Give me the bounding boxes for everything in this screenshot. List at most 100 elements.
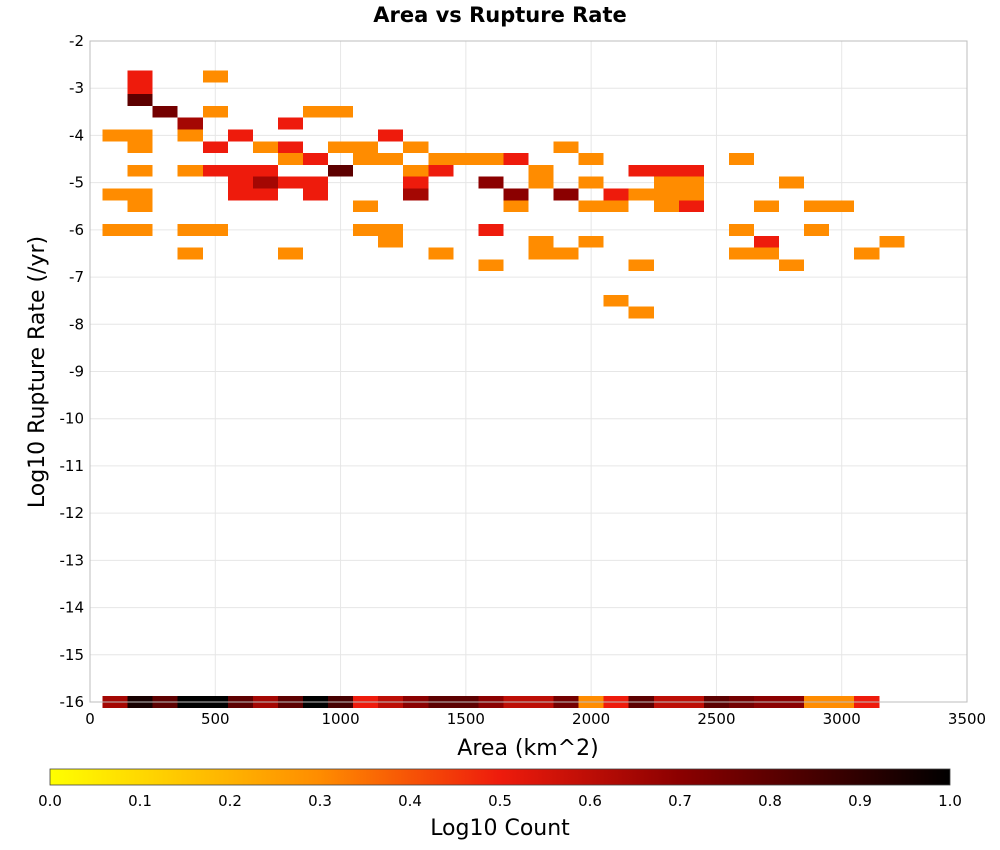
heatmap-cell <box>779 176 805 189</box>
heatmap-cell <box>503 188 529 201</box>
heatmap-cell <box>804 200 830 213</box>
heatmap-cell <box>453 153 479 165</box>
heatmap-cell <box>678 164 704 177</box>
heatmap-cell <box>478 153 504 165</box>
heatmap-cell <box>653 164 679 177</box>
heatmap-cell <box>528 247 554 260</box>
heatmap-cell <box>328 105 354 118</box>
heatmap-cell <box>277 176 303 189</box>
heatmap-cell <box>754 200 780 213</box>
heatmap-cell <box>227 176 253 189</box>
heatmap-cell <box>177 117 203 130</box>
heatmap-cell <box>478 223 504 236</box>
y-tick-label: -5 <box>69 174 84 192</box>
heatmap-cell <box>353 223 379 236</box>
heatmap-cell <box>728 223 755 236</box>
plot-frame <box>89 40 968 703</box>
colorbar-tick-label: 0.4 <box>398 792 422 810</box>
heatmap-cell <box>528 235 554 248</box>
heatmap-cell <box>578 176 604 189</box>
heatmap-cell <box>378 153 404 165</box>
heatmap-cell <box>403 188 429 201</box>
heatmap-cell <box>353 200 379 213</box>
heatmap-cell <box>202 141 228 154</box>
heatmap-cell <box>428 164 454 177</box>
heatmap-cell <box>804 223 830 236</box>
heatmap-cell <box>252 141 278 154</box>
heatmap-cell <box>302 188 329 201</box>
heatmap-cell <box>728 153 755 165</box>
heatmap-cell <box>302 105 329 118</box>
heatmap-cell <box>102 188 128 201</box>
heatmap-cell <box>653 200 679 213</box>
heatmap-cell <box>528 164 554 177</box>
heatmap-cell <box>528 176 554 189</box>
heatmap-cell <box>277 141 303 154</box>
heatmap-cell <box>127 70 153 83</box>
heatmap-cell <box>653 176 679 189</box>
heatmap-cell <box>328 141 354 154</box>
heatmap-cell <box>403 141 429 154</box>
x-axis-ticks: 0 500 1000 1500 2000 2500 3000 3500 <box>85 710 986 728</box>
heatmap-cell <box>177 129 203 142</box>
heatmap-cell <box>854 247 880 260</box>
x-tick-label: 1000 <box>321 710 359 728</box>
heatmap-cell <box>127 223 153 236</box>
y-tick-label: -4 <box>69 126 84 144</box>
heatmap-cell <box>252 176 278 189</box>
heatmap-cell <box>478 176 504 189</box>
heatmap-cell <box>102 223 128 236</box>
y-tick-label: -15 <box>60 646 85 664</box>
heatmap-cell <box>102 129 128 142</box>
heatmap-cell <box>202 70 228 83</box>
heatmap-cells <box>102 70 905 708</box>
colorbar-tick-label: 0.1 <box>128 792 152 810</box>
heatmap-cell <box>127 141 153 154</box>
heatmap-cell <box>653 188 679 201</box>
y-tick-label: -13 <box>60 551 85 569</box>
heatmap-cell <box>177 223 203 236</box>
colorbar-tick-label: 0.9 <box>848 792 872 810</box>
y-axis-label: Log10 Rupture Rate (/yr) <box>25 236 50 508</box>
colorbar-tick-label: 0.3 <box>308 792 332 810</box>
colorbar-tick-label: 0.7 <box>668 792 692 810</box>
heatmap-cell <box>603 188 629 201</box>
heatmap-cell <box>628 306 654 319</box>
heatmap-cell <box>227 129 253 142</box>
heatmap-cell <box>478 259 504 272</box>
heatmap-cell <box>403 164 429 177</box>
heatmap-cell <box>603 200 629 213</box>
heatmap-cell <box>403 176 429 189</box>
heatmap-cell <box>754 235 780 248</box>
grid-lines <box>89 40 968 703</box>
heatmap-cell <box>378 129 404 142</box>
x-axis-label: Area (km^2) <box>457 736 598 761</box>
heatmap-cell <box>578 200 604 213</box>
colorbar <box>49 768 951 786</box>
x-tick-label: 2000 <box>572 710 610 728</box>
heatmap-cell <box>378 223 404 236</box>
heatmap-cell <box>127 164 153 177</box>
x-tick-label: 3000 <box>823 710 861 728</box>
heatmap-cell <box>628 188 654 201</box>
heatmap-cell <box>678 176 704 189</box>
heatmap-cell <box>503 200 529 213</box>
heatmap-cell <box>428 247 454 260</box>
heatmap-cell <box>277 247 303 260</box>
heatmap-cell <box>678 200 704 213</box>
heatmap-cell <box>378 235 404 248</box>
colorbar-tick-label: 0.8 <box>758 792 782 810</box>
colorbar-tick-label: 0.0 <box>38 792 62 810</box>
y-tick-label: -12 <box>60 504 85 522</box>
heatmap-cell <box>628 259 654 272</box>
y-tick-label: -2 <box>69 32 84 50</box>
x-tick-label: 1500 <box>447 710 485 728</box>
colorbar-tick-label: 0.2 <box>218 792 242 810</box>
heatmap-cell <box>252 188 278 201</box>
heatmap-cell <box>277 153 303 165</box>
colorbar-tick-label: 0.5 <box>488 792 512 810</box>
heatmap-cell <box>829 200 855 213</box>
x-tick-label: 500 <box>201 710 230 728</box>
heatmap-cell <box>879 235 905 248</box>
heatmap-cell <box>202 223 228 236</box>
